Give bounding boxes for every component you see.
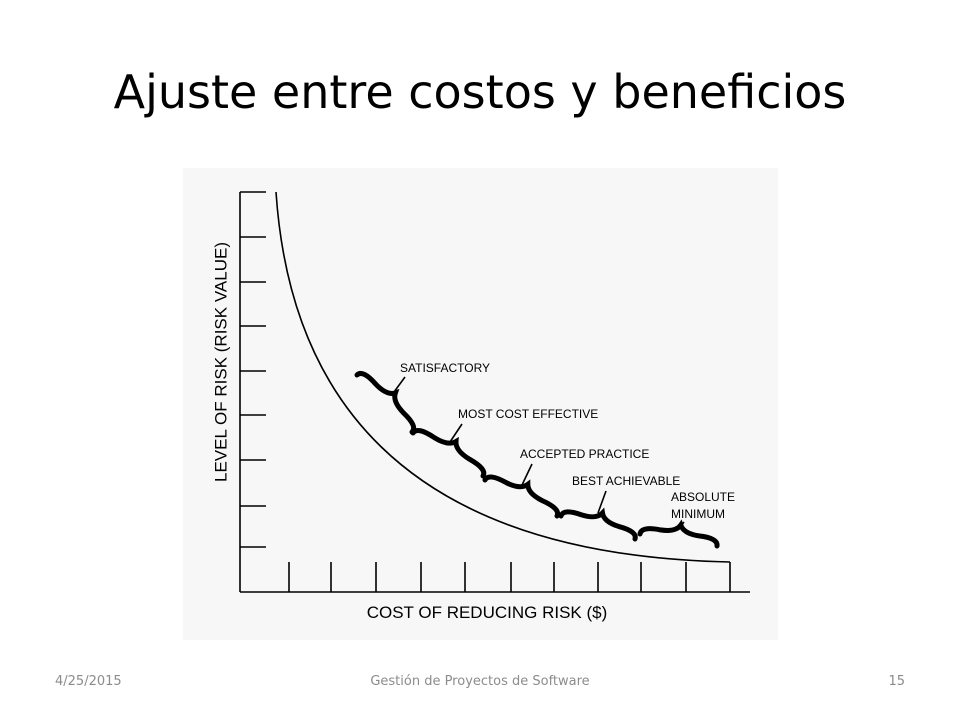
leader-line [393,376,406,393]
leader-line [521,463,533,486]
annotation: BEST ACHIEVABLE [572,474,680,488]
leader-line [449,423,463,443]
footer-page: 15 [888,674,905,689]
slide-title: Ajuste entre costos y beneficios [114,65,847,119]
figure: LEVEL OF RISK (RISK VALUE) COST OF REDUC… [211,191,750,622]
y-axis-label: LEVEL OF RISK (RISK VALUE) [211,242,230,482]
leader-line [597,490,607,514]
footer-date: 4/25/2015 [55,674,122,689]
brace [637,519,720,549]
annotation: MOST COST EFFECTIVE [458,407,598,421]
footer-text: Gestión de Proyectos de Software [370,674,589,689]
brace [410,427,487,479]
annotation: ACCEPTED PRACTICE [520,447,649,461]
x-axis-label: COST OF REDUCING RISK ($) [367,603,608,622]
annotation: SATISFACTORY [400,361,490,375]
brace [354,370,417,435]
figure-background [183,168,778,640]
annotation: ABSOLUTE [671,490,735,504]
risk-curve [275,191,731,563]
brace [558,507,638,542]
brace [482,474,561,519]
annotation: MINIMUM [671,507,725,521]
